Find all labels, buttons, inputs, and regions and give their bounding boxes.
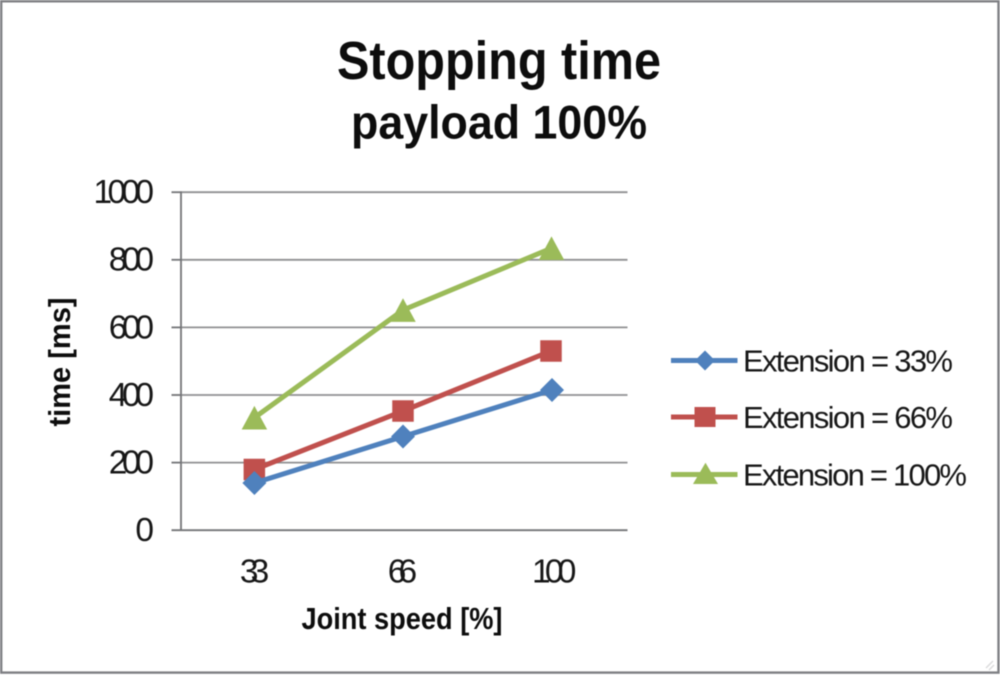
svg-text:66: 66 (388, 554, 417, 591)
svg-text:Extension = 66%: Extension = 66% (743, 400, 953, 435)
svg-text:800: 800 (109, 242, 154, 279)
svg-text:Extension = 100%: Extension = 100% (743, 458, 967, 493)
svg-text:600: 600 (109, 309, 154, 346)
svg-text:Extension = 33%: Extension = 33% (743, 344, 953, 379)
svg-text:1000: 1000 (94, 174, 155, 211)
svg-text:Stopping time: Stopping time (337, 31, 661, 91)
svg-text:200: 200 (109, 445, 154, 482)
svg-text:Joint speed [%]: Joint speed [%] (302, 601, 503, 636)
svg-text:payload 100%: payload 100% (351, 97, 647, 150)
svg-text:33: 33 (240, 554, 269, 591)
svg-text:100: 100 (532, 554, 577, 591)
svg-text:time [ms]: time [ms] (42, 298, 77, 427)
svg-text:400: 400 (109, 377, 154, 414)
svg-text:0: 0 (135, 512, 154, 549)
